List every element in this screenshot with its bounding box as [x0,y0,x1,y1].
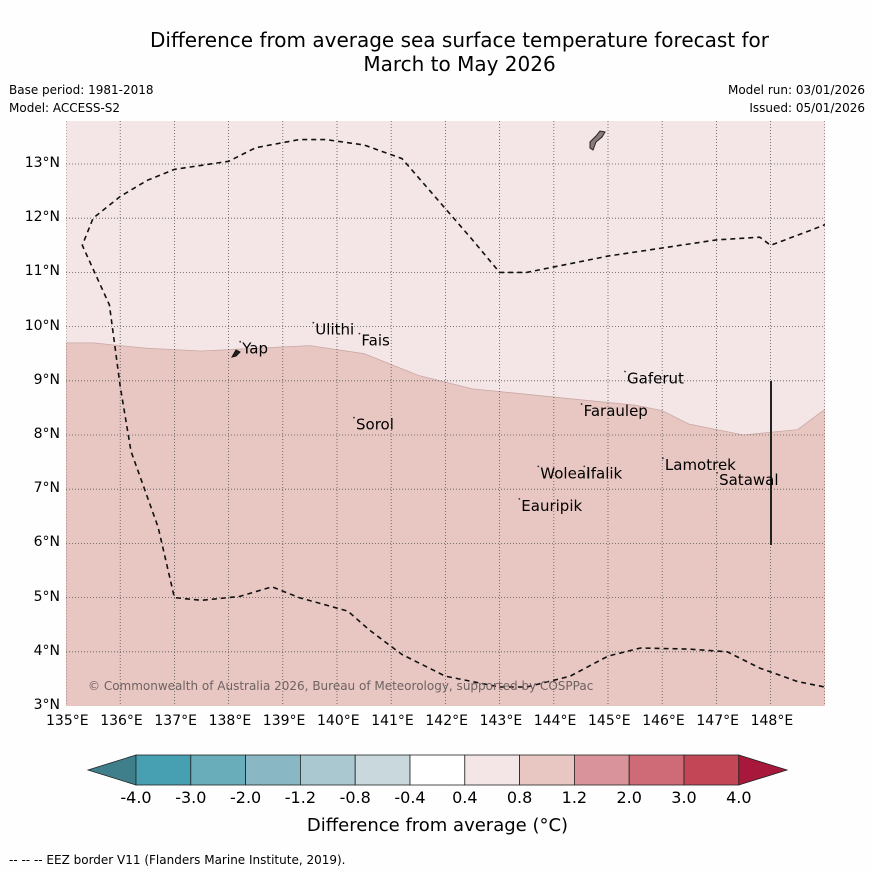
lat-label: 11°N [24,263,60,280]
colorbar-arrow-low [86,754,137,786]
colorbar-swatch [299,754,356,786]
colorbar-swatch [190,754,247,786]
base-period: Base period: 1981-2018 [9,83,154,97]
colorbar-tick-label: -0.4 [394,788,426,807]
lon-label: 146°E [642,713,685,729]
atoll-marker [580,403,583,405]
lon-label: 135°E [46,713,89,729]
colorbar-swatch [135,754,192,786]
title-line-2: March to May 2026 [363,52,556,76]
colorbar-swatch [354,754,411,786]
issued-date: Issued: 05/01/2026 [749,101,865,115]
lon-label: 147°E [696,713,739,729]
lat-label: 10°N [24,317,60,334]
colorbar [86,754,789,786]
colorbar-swatch [628,754,685,786]
meta-right: Model run: 03/01/2026 Issued: 05/01/2026 [728,81,865,117]
colorbar-tick-label: 1.2 [561,788,588,807]
place-labels: Yap Ulithi Fais Sorol Gaferut Faraulep WoleaiI… [239,321,779,515]
place-label: Ulithi [315,321,354,339]
footer-eez-note: -- -- -- EEZ border V11 (Flanders Marine… [9,853,346,867]
grid-lines [66,121,825,706]
yap-island [230,349,241,358]
atoll-marker [353,416,355,419]
lat-label: 5°N [33,588,60,605]
colorbar-swatch [464,754,520,786]
lat-label: 12°N [24,209,60,226]
place-label: Ifalik [586,464,622,482]
atoll-marker [624,370,626,373]
colorbar-arrow-high [738,754,789,786]
colorbar-tick-label: 0.8 [506,788,533,807]
colorbar-swatch [409,754,466,786]
atoll-marker [537,465,540,468]
guam-island [589,130,606,151]
colorbar-tick-label: -2.0 [229,788,262,807]
eez-border [81,138,825,688]
model-name: Model: ACCESS-S2 [9,101,121,115]
lon-label: 139°E [262,713,306,729]
atoll-marker [358,332,361,335]
atoll-marker [583,465,586,468]
lat-label: 3°N [33,697,60,713]
colorbar-tick-label: -4.0 [120,788,152,807]
atoll-marker [662,457,664,460]
atoll-marker [239,340,242,343]
lon-label: 142°E [425,713,468,729]
colorbar-tick-label: 2.0 [616,788,642,807]
colorbar-swatch [519,754,575,786]
colorbar-swatch [245,754,301,786]
lon-label: 138°E [208,713,252,729]
lat-label: 6°N [33,534,60,551]
lat-label: 8°N [33,426,60,442]
place-label: Satawal [719,471,778,489]
lon-label: 144°E [533,713,577,729]
model-run: Model run: 03/01/2026 [727,83,865,97]
colorbar-tick-label: 4.0 [726,788,752,807]
place-label: Faraulep [584,402,648,420]
colorbar-tick-label: -3.0 [175,788,207,807]
colorbar-label: Difference from average (°C) [306,815,569,836]
title-line-1: Difference from average sea surface temp… [149,28,769,52]
lon-label: 148°E [750,713,794,729]
colorbar-tick-label: -0.8 [339,788,371,807]
lon-label: 143°E [479,713,523,729]
place-label: Eauripik [521,497,582,515]
meta-left: Base period: 1981-2018 Model: ACCESS-S2 [9,81,154,117]
place-label: Woleai [540,464,590,482]
atoll-marker [312,321,315,324]
lat-label: 13°N [24,155,60,171]
place-label: Fais [361,332,390,350]
atoll-marker [716,472,718,474]
colorbar-swatch [574,754,630,786]
colorbar-tick-label: 0.4 [452,788,478,807]
copyright-text: © Commonwealth of Australia 2026, Bureau… [88,679,593,693]
colorbar-swatch [683,754,740,786]
atoll-marker [518,498,521,500]
lat-label: 9°N [33,371,60,388]
lon-label: 136°E [100,713,143,729]
colorbar-tick-label: 3.0 [671,788,697,807]
lon-label: 140°E [317,713,360,729]
lon-label: 145°E [588,713,631,729]
place-label: Gaferut [627,370,684,388]
colorbar-tick-label: -1.2 [284,788,316,807]
place-label: Sorol [356,416,394,434]
place-label: Yap [241,340,268,358]
lon-label: 137°E [154,713,197,729]
lon-label: 141°E [371,713,414,729]
place-label: Lamotrek [665,456,736,474]
lat-label: 7°N [33,480,60,497]
lat-label: 4°N [33,642,60,659]
chart-title: Difference from average sea surface temp… [0,28,873,76]
